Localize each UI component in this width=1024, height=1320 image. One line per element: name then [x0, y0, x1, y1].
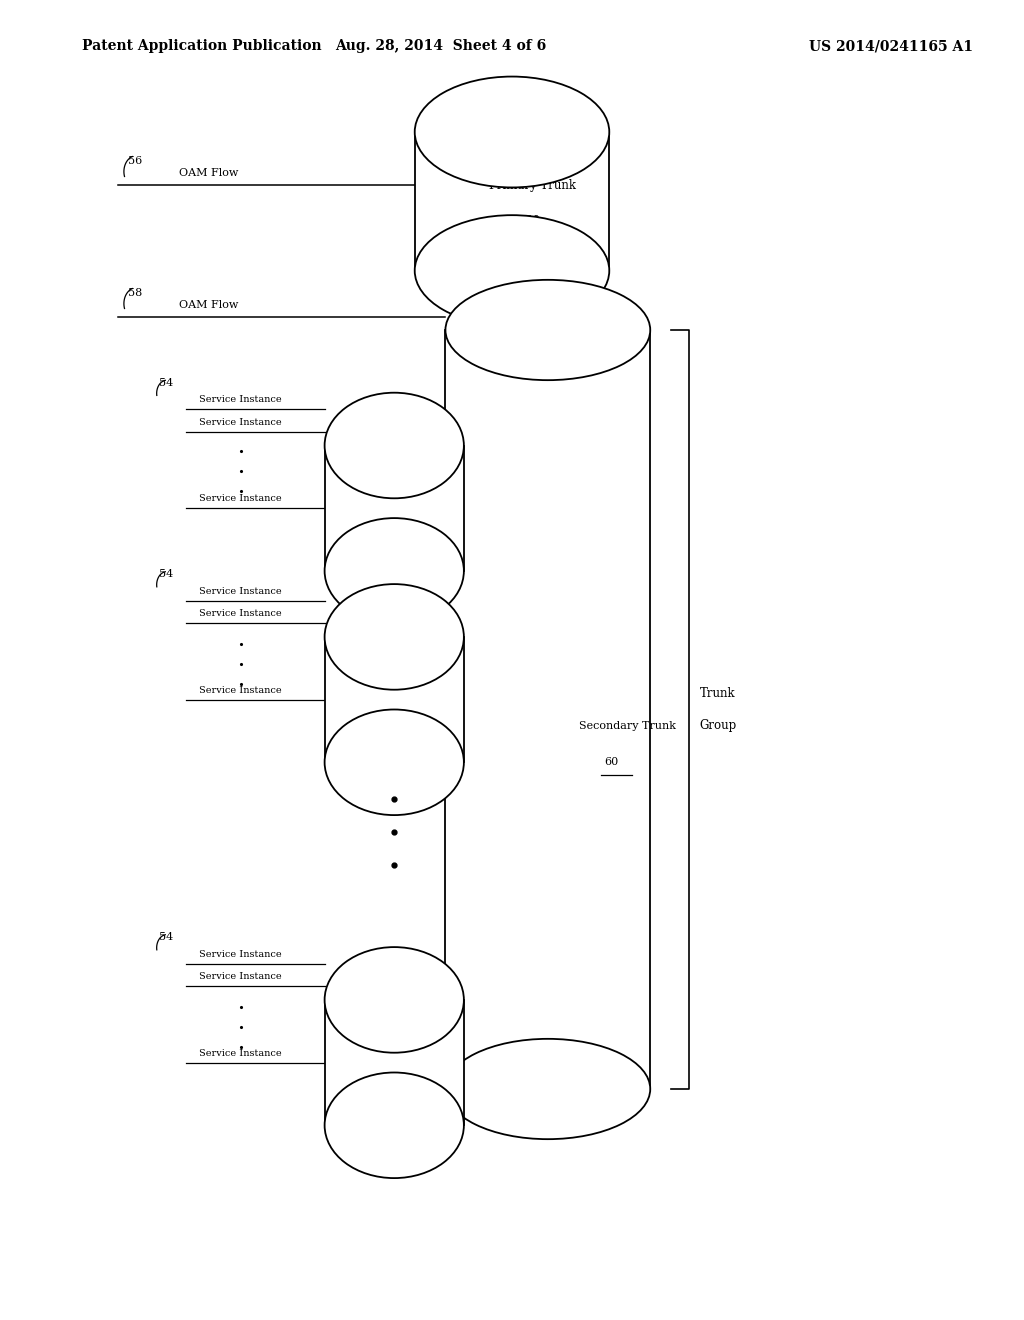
- Text: Service Instance: Service Instance: [199, 418, 282, 426]
- Bar: [325, 446, 464, 570]
- Text: Service Instance: Service Instance: [199, 1049, 282, 1057]
- Text: Service Instance: Service Instance: [199, 587, 282, 595]
- Text: 54: 54: [159, 932, 173, 942]
- Text: US 2014/0241165 A1: US 2014/0241165 A1: [809, 40, 973, 53]
- Text: 54: 54: [159, 378, 173, 388]
- Text: 52: 52: [437, 643, 450, 651]
- Text: Service Instance: Service Instance: [199, 610, 282, 618]
- Text: Service Instance: Service Instance: [199, 686, 282, 694]
- Text: 54: 54: [159, 569, 173, 579]
- Ellipse shape: [325, 948, 464, 1053]
- Ellipse shape: [415, 77, 609, 187]
- Text: Service
Group
n: Service Group n: [364, 995, 400, 1024]
- Text: 60: 60: [604, 756, 618, 767]
- Ellipse shape: [415, 215, 609, 326]
- Text: 58: 58: [128, 288, 142, 298]
- Ellipse shape: [325, 519, 464, 623]
- Ellipse shape: [325, 710, 464, 814]
- Text: OAM Flow: OAM Flow: [179, 168, 239, 178]
- Text: 50: 50: [525, 215, 540, 227]
- Ellipse shape: [325, 1072, 464, 1179]
- Text: Service Instance: Service Instance: [199, 495, 282, 503]
- Text: Figure 6B: Figure 6B: [431, 103, 531, 121]
- Text: Group: Group: [699, 719, 736, 731]
- Text: 56: 56: [128, 156, 142, 166]
- Bar: [325, 636, 464, 762]
- Text: Trunk: Trunk: [699, 688, 735, 700]
- Text: Service
Group
1: Service Group 1: [364, 441, 400, 470]
- Bar: [445, 330, 650, 1089]
- Text: Aug. 28, 2014  Sheet 4 of 6: Aug. 28, 2014 Sheet 4 of 6: [335, 40, 546, 53]
- Text: Service Instance: Service Instance: [199, 973, 282, 981]
- Ellipse shape: [325, 393, 464, 498]
- Ellipse shape: [325, 583, 464, 689]
- Text: Patent Application Publication: Patent Application Publication: [82, 40, 322, 53]
- Text: Service Instance: Service Instance: [199, 396, 282, 404]
- Bar: [415, 132, 609, 271]
- Text: Secondary Trunk: Secondary Trunk: [579, 721, 676, 731]
- Text: 52: 52: [437, 1006, 450, 1014]
- Text: Service
Group
2: Service Group 2: [364, 632, 400, 661]
- Text: OAM Flow: OAM Flow: [179, 300, 239, 310]
- Bar: [325, 1001, 464, 1125]
- Text: 52: 52: [437, 451, 450, 459]
- Text: Service Instance: Service Instance: [199, 950, 282, 958]
- Text: Primary Trunk: Primary Trunk: [489, 180, 575, 191]
- Ellipse shape: [445, 280, 650, 380]
- Ellipse shape: [445, 1039, 650, 1139]
